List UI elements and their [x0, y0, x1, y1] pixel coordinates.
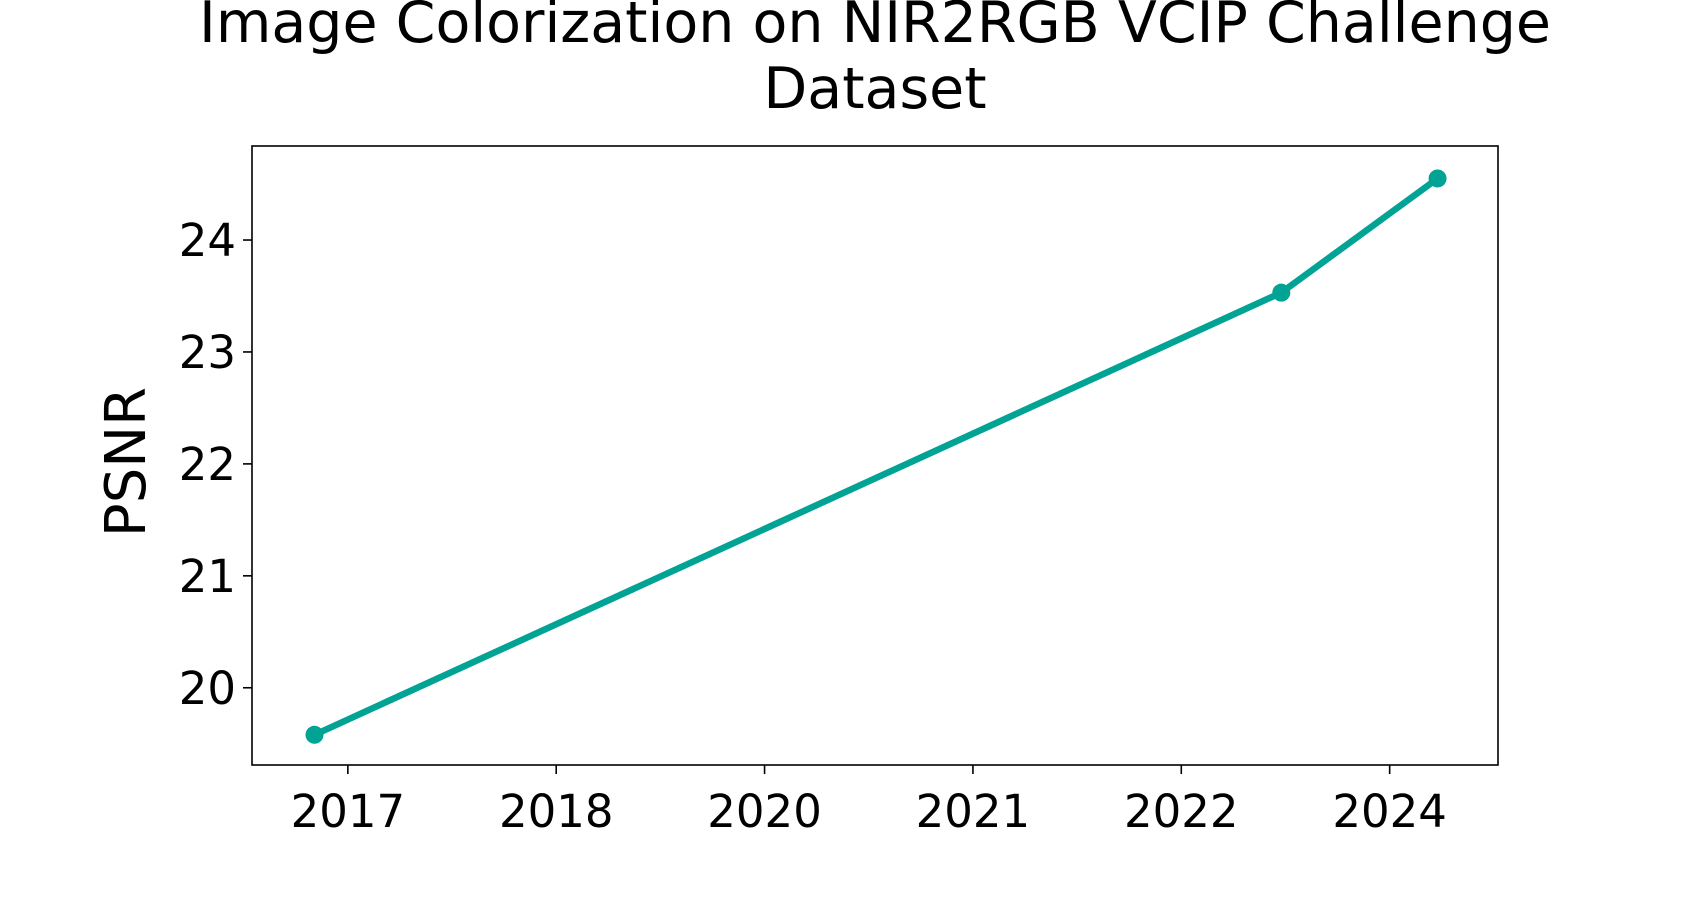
point — [1272, 283, 1291, 302]
x-tick-label: 2020 — [707, 785, 822, 838]
y-tick-label: 21 — [179, 550, 236, 603]
y-tick-label: 22 — [179, 438, 236, 491]
x-tick-label: 2024 — [1332, 785, 1447, 838]
point — [1428, 169, 1447, 188]
y-tick-label: 20 — [179, 662, 236, 715]
x-tick-label: 2021 — [916, 785, 1031, 838]
point — [305, 725, 324, 744]
y-axis-label: PSNR — [94, 387, 159, 537]
y-tick-label: 24 — [179, 214, 236, 267]
y-tick-label: 23 — [179, 326, 236, 379]
x-tick-label: 2018 — [499, 785, 614, 838]
x-tick-label: 2022 — [1124, 785, 1239, 838]
plot-frame — [251, 145, 1499, 766]
line — [313, 175, 1440, 738]
chart-title: Image Colorization on NIR2RGB VCIP Chall… — [199, 0, 1551, 122]
x-tick-label: 2017 — [291, 785, 406, 838]
